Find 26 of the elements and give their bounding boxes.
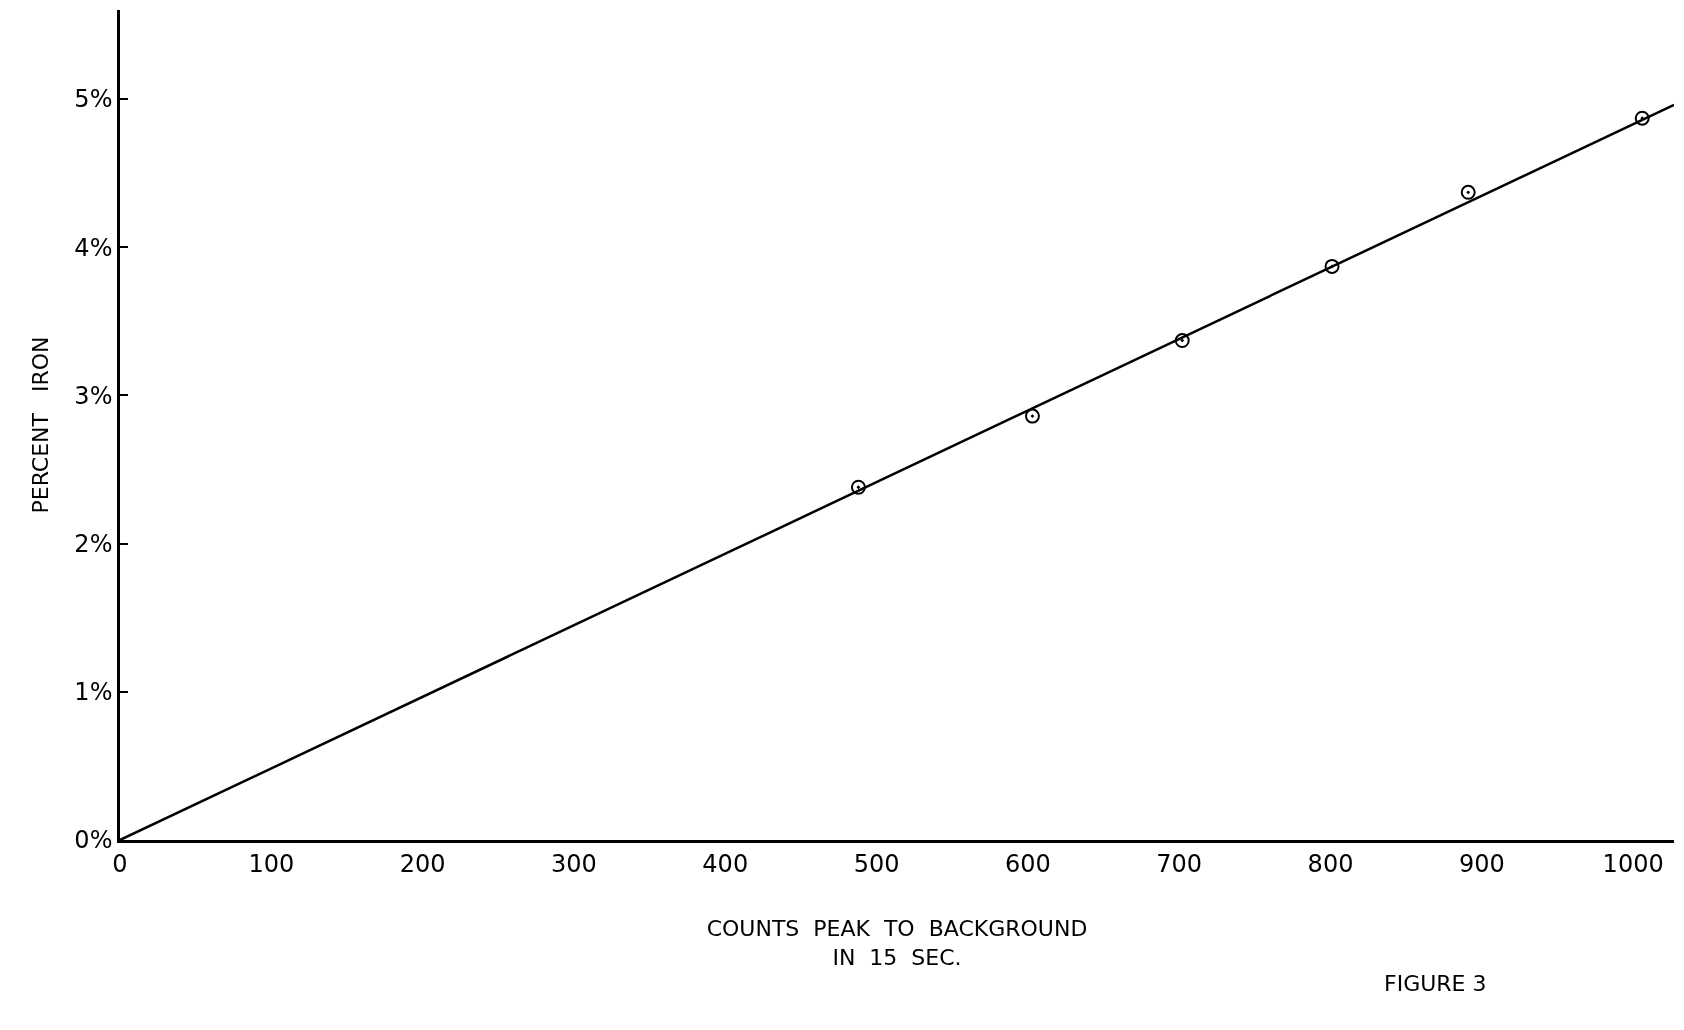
y-tick-label: 3% <box>74 381 113 410</box>
y-tick-label: 4% <box>74 233 113 262</box>
y-axis-title: PERCENT IRON <box>28 336 54 514</box>
x-tick-label: 1000 <box>1602 849 1664 878</box>
x-tick-label: 0 <box>112 849 128 878</box>
point <box>1174 333 1190 349</box>
point <box>850 479 866 495</box>
point <box>1634 110 1650 126</box>
x-tick-label: 400 <box>702 849 749 878</box>
point <box>1460 184 1476 200</box>
caption: FIGURE 3 <box>1384 971 1487 996</box>
y-tick-label: 1% <box>74 678 113 707</box>
x-tick-label: 200 <box>399 849 446 878</box>
point <box>1024 408 1040 424</box>
x-tick-label: 100 <box>248 849 295 878</box>
y-tick-label: 0% <box>74 826 113 855</box>
x-tick-label: 500 <box>853 849 900 878</box>
x-axis-title: COUNTS PEAK TO BACKGROUND IN 15 SEC. <box>706 916 1088 971</box>
x-tick-label: 900 <box>1458 849 1505 878</box>
x-tick-label: 700 <box>1156 849 1203 878</box>
y-tick-label: 2% <box>74 529 113 558</box>
point <box>1324 258 1340 274</box>
x-tick-label: 600 <box>1004 849 1051 878</box>
y-tick-label: 5% <box>74 85 113 114</box>
x-tick-label: 800 <box>1307 849 1354 878</box>
x-tick-label: 300 <box>551 849 597 878</box>
